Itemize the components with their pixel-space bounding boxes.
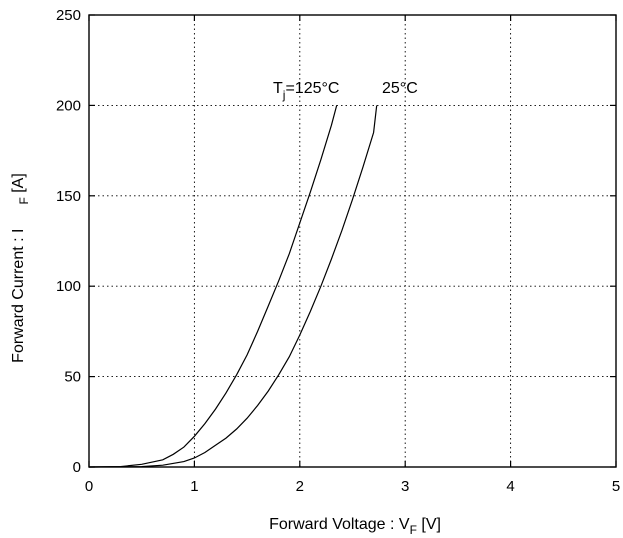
y-tick-label: 100: [56, 278, 81, 295]
plot-frame: [88, 14, 617, 468]
x-axis-title: Forward Voltage : VF [V]: [269, 516, 441, 537]
annotation-tj-125: Tj=125°C: [273, 80, 339, 102]
annotation-25c: 25°C: [382, 80, 418, 97]
y-tick-label: 200: [56, 97, 81, 114]
axis-ticks: [88, 14, 617, 468]
y-tick-label: 50: [64, 369, 81, 386]
x-tick-label: 2: [296, 478, 304, 495]
y-tick-label: 250: [56, 7, 81, 24]
y-axis-title: Forward Current : IF [A]: [10, 173, 31, 363]
x-tick-label: 4: [506, 478, 514, 495]
series-line-1: [88, 105, 338, 468]
grid-lines: [89, 15, 616, 467]
x-tick-label: 3: [401, 478, 409, 495]
y-tick-label: 0: [73, 459, 81, 476]
y-tick-label: 150: [56, 188, 81, 205]
x-tick-label: 5: [612, 478, 620, 495]
x-tick-label: 0: [85, 478, 93, 495]
curves: [88, 105, 378, 468]
x-tick-label: 1: [190, 478, 198, 495]
series-line-2: [88, 105, 378, 468]
